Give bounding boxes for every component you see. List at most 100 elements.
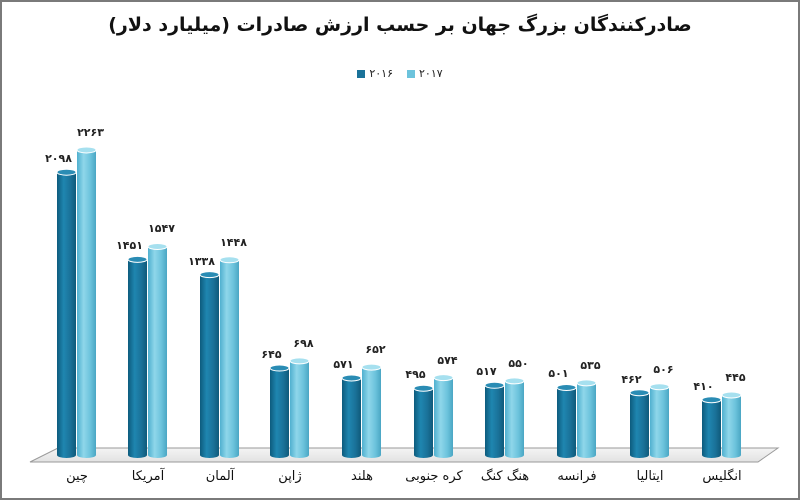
bar-2016	[270, 368, 289, 455]
category-label: فرانسه	[557, 469, 597, 484]
bar-base	[557, 452, 576, 458]
bar-base	[650, 452, 669, 458]
category-label: انگلیس	[702, 469, 742, 484]
bars-group	[56, 146, 742, 458]
bar-2016	[342, 378, 361, 455]
value-label-2017: ۶۹۸	[293, 336, 314, 350]
bar-base	[220, 452, 239, 458]
value-label-2017: ۴۴۵	[725, 371, 746, 384]
bar-2016	[557, 387, 576, 455]
value-label-2017: ۲۲۶۳	[77, 125, 104, 139]
bar-cap	[219, 256, 240, 264]
bar-2017	[650, 386, 669, 455]
legend: ۲۰۱۶ ۲۰۱۷	[0, 67, 800, 80]
bar-cap	[504, 377, 525, 385]
bar-cap	[484, 381, 505, 389]
bar-base	[290, 452, 309, 458]
bar-2016	[57, 172, 76, 455]
legend-swatch-2016	[357, 69, 366, 78]
category-label: ایتالیا	[636, 469, 664, 484]
category-label: آمریکا	[131, 469, 165, 484]
value-label-2016: ۲۰۹۸	[45, 152, 72, 166]
bar-2017	[220, 259, 239, 455]
bar-cap	[341, 374, 362, 382]
legend-label-2017: ۲۰۱۷	[419, 67, 443, 80]
bar-base	[57, 452, 76, 458]
bar-cap	[556, 383, 577, 391]
bar-base	[128, 452, 147, 458]
bar-cap	[576, 379, 597, 387]
bar-2017	[290, 360, 309, 455]
bar-2017	[77, 149, 96, 455]
bar-base	[434, 452, 453, 458]
bar-cap	[629, 389, 650, 397]
category-label: ژاپن	[278, 469, 302, 484]
bar-2017	[577, 382, 596, 455]
legend-swatch-2017	[407, 69, 415, 78]
bar-cap	[56, 168, 77, 176]
category-label: آلمان	[205, 469, 235, 484]
bar-cap	[701, 396, 722, 404]
bar-base	[505, 452, 524, 458]
bar-base	[722, 452, 741, 458]
value-label-2017: ۱۴۴۸	[220, 235, 247, 249]
bar-base	[577, 452, 596, 458]
bar-2016	[414, 388, 433, 455]
value-label-2016: ۱۳۳۸	[188, 254, 215, 268]
bar-cap	[433, 374, 454, 382]
category-label: هلند	[351, 469, 373, 484]
bar-cap	[199, 271, 220, 279]
value-label-2017: ۵۳۵	[580, 358, 601, 372]
bar-2017	[362, 367, 381, 455]
bar-base	[200, 452, 219, 458]
legend-item-2017: ۲۰۱۷	[407, 67, 443, 80]
legend-label-2016: ۲۰۱۶	[369, 67, 393, 80]
bar-base	[485, 452, 504, 458]
category-label: چین	[66, 469, 88, 484]
value-label-2017: ۶۵۲	[365, 343, 386, 357]
chart-title: صادرکنندگان بزرگ جهان بر حسب ارزش صادرات…	[108, 14, 692, 36]
bar-base	[630, 452, 649, 458]
value-label-2016: ۴۹۵	[405, 368, 426, 382]
bar-2017	[505, 380, 524, 455]
value-label-2017: ۵۵۰	[508, 356, 529, 370]
bar-2016	[200, 274, 219, 455]
bar-2016	[128, 259, 147, 455]
value-label-2017: ۵۰۶	[653, 362, 674, 376]
bar-base	[342, 452, 361, 458]
bar-cap	[147, 242, 168, 250]
bar-cap	[76, 146, 97, 154]
legend-item-2016: ۲۰۱۶	[357, 67, 393, 80]
bar-2017	[434, 377, 453, 455]
value-label-2016: ۴۶۲	[621, 372, 642, 386]
bar-2017	[148, 246, 167, 455]
bar-base	[414, 452, 433, 458]
bar-2016	[630, 392, 649, 455]
value-label-2016: ۵۰۱	[548, 367, 569, 381]
bar-cap	[289, 357, 310, 365]
value-label-2017: ۵۷۴	[437, 353, 458, 367]
category-label: کره جنوبی	[405, 469, 463, 484]
bar-cap	[721, 391, 742, 399]
bar-2016	[702, 399, 721, 455]
value-label-2016: ۶۴۵	[261, 348, 282, 362]
bar-base	[77, 452, 96, 458]
bar-base	[148, 452, 167, 458]
bar-cap	[269, 364, 290, 372]
bar-cap	[361, 363, 382, 371]
value-label-2016: ۵۷۱	[333, 358, 354, 372]
value-label-2017: ۱۵۴۷	[148, 222, 175, 236]
bar-2016	[485, 385, 504, 455]
bar-base	[270, 452, 289, 458]
value-label-2016: ۱۴۵۱	[116, 239, 143, 253]
value-label-2016: ۵۱۷	[476, 365, 497, 379]
bar-cap	[413, 384, 434, 392]
bar-cap	[127, 255, 148, 263]
bar-base	[702, 452, 721, 458]
bar-2017	[722, 395, 741, 455]
bar-cap	[649, 383, 670, 391]
bar-base	[362, 452, 381, 458]
category-label: هنگ کنگ	[480, 469, 530, 484]
value-label-2016: ۴۱۰	[693, 379, 714, 393]
